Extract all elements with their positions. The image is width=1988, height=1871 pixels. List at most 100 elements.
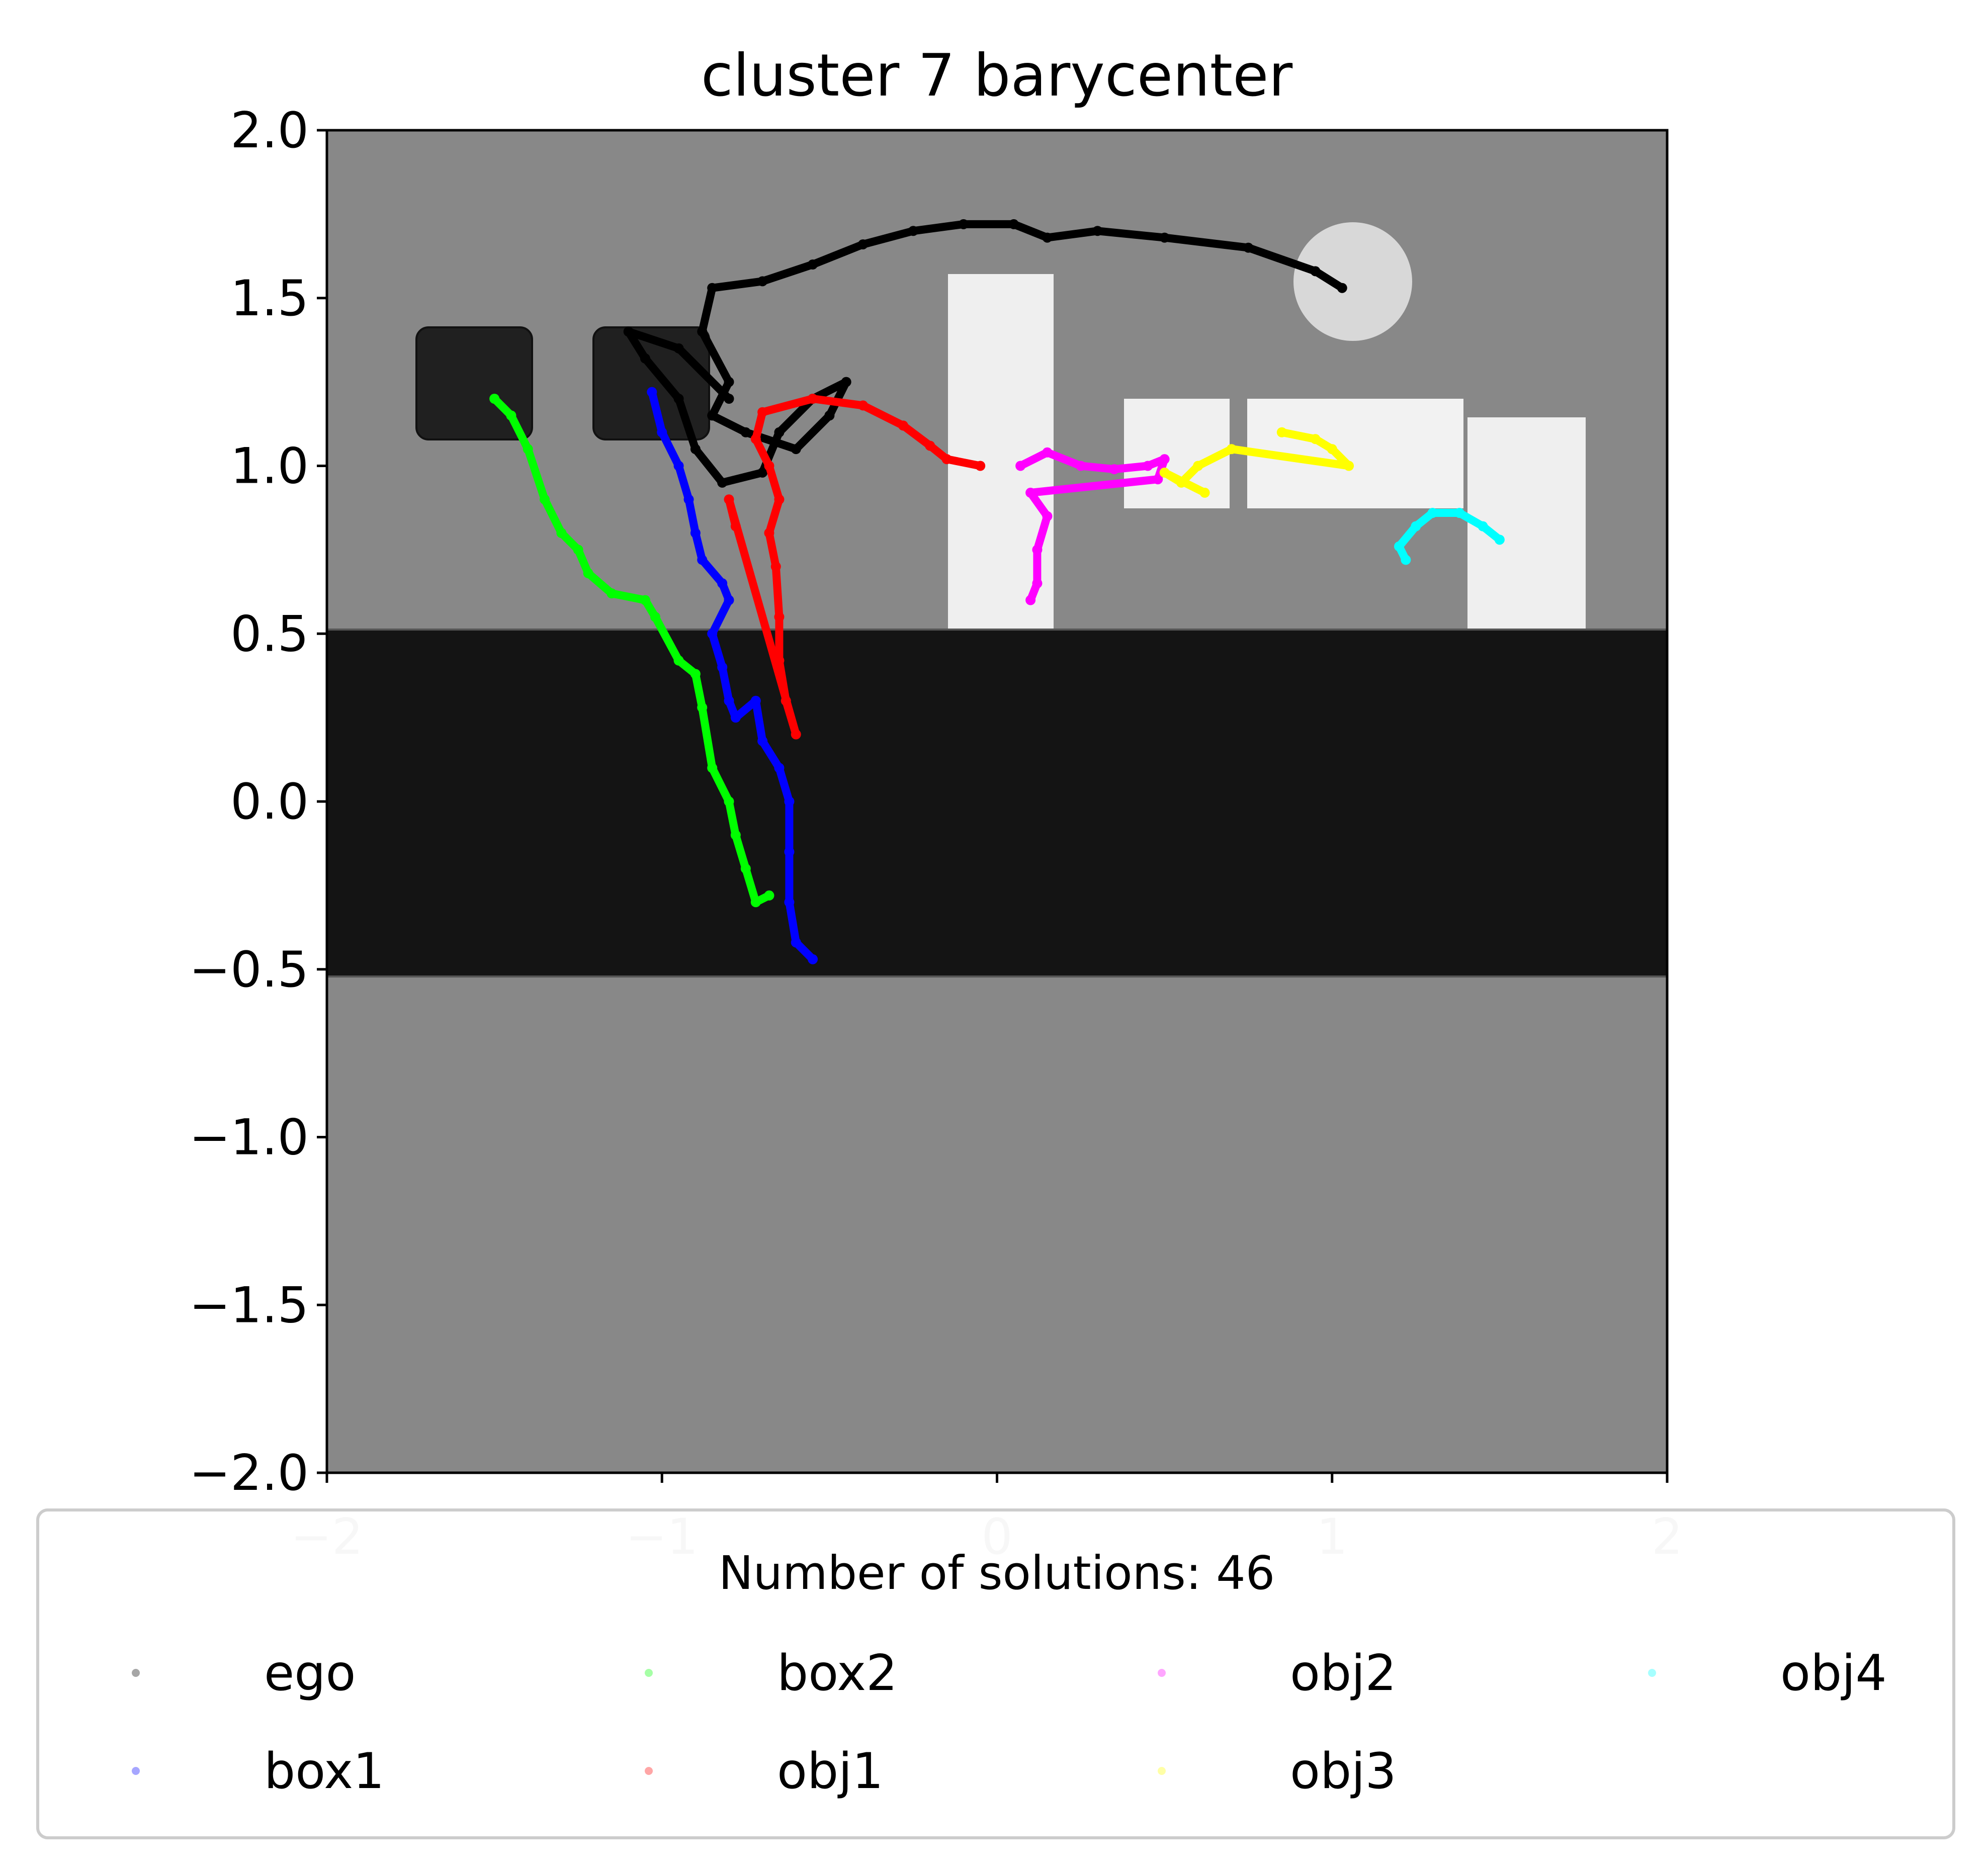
series-box2 <box>489 394 774 908</box>
data-point <box>1042 447 1053 458</box>
data-point <box>1243 242 1254 253</box>
data-point <box>781 695 791 706</box>
y-tick-label: 0.5 <box>230 605 309 663</box>
legend-entry-box1: box1 <box>132 1743 385 1800</box>
data-point <box>607 588 617 599</box>
data-point <box>841 377 851 387</box>
data-point <box>1199 487 1210 498</box>
data-point <box>1159 467 1170 478</box>
data-point <box>784 847 795 857</box>
data-point <box>858 239 868 249</box>
data-point <box>764 528 774 538</box>
data-point <box>523 444 533 455</box>
y-tick-label: 0.0 <box>230 773 309 831</box>
data-point <box>724 595 734 605</box>
data-point <box>1143 461 1153 471</box>
data-point <box>673 461 684 471</box>
data-point <box>858 400 868 411</box>
data-point <box>750 434 761 444</box>
data-point <box>690 528 701 538</box>
series-obj4 <box>1394 507 1505 565</box>
data-point <box>1337 283 1347 293</box>
y-tick-label: 1.0 <box>230 438 309 495</box>
data-point <box>583 568 593 579</box>
data-point <box>757 467 768 478</box>
data-point <box>540 494 550 505</box>
data-point <box>717 662 728 672</box>
data-point <box>690 669 701 679</box>
data-point <box>640 353 650 364</box>
legend-label: ego <box>264 1645 356 1702</box>
y-axis: 2.0 1.5 1.0 0.5 0.0 −0.5 −1.0 −1.5 −2.0 <box>189 102 327 1502</box>
legend-marker <box>132 1767 140 1775</box>
chart-title: cluster 7 barycenter <box>701 42 1293 110</box>
data-point <box>757 407 768 417</box>
data-point <box>673 343 684 353</box>
data-point <box>808 954 818 964</box>
data-point <box>707 283 718 293</box>
data-point <box>673 394 684 404</box>
data-point <box>1042 232 1053 243</box>
dark-block-middle <box>592 326 710 440</box>
data-point <box>808 259 818 270</box>
data-point <box>1025 595 1036 605</box>
legend-marker <box>132 1669 140 1677</box>
data-point <box>941 454 952 465</box>
data-point <box>650 611 660 622</box>
legend: Number of solutions: 46 ego box1 box2 obj1 o… <box>36 1508 1955 1839</box>
series-obj3 <box>1159 427 1354 498</box>
legend-marker <box>645 1669 653 1677</box>
data-point <box>770 561 781 572</box>
legend-marker <box>1158 1767 1166 1775</box>
data-point <box>808 394 818 404</box>
data-point <box>730 521 741 531</box>
y-tick-label: 1.5 <box>230 270 309 327</box>
data-point <box>750 897 761 908</box>
light-box-small <box>1124 399 1230 508</box>
legend-label: box2 <box>777 1645 898 1702</box>
data-point <box>764 461 774 471</box>
trajectory-line <box>648 388 817 963</box>
series-box1 <box>647 387 818 964</box>
legend-title: Number of solutions: 46 <box>719 1546 1275 1600</box>
data-point <box>647 387 657 397</box>
data-point <box>1159 454 1170 465</box>
dark-band <box>327 630 1667 976</box>
legend-entry-obj2: obj2 <box>1158 1645 1397 1702</box>
data-point <box>1226 444 1237 455</box>
trajectory-line <box>725 395 985 739</box>
data-point <box>556 528 567 538</box>
y-tick-label: −1.0 <box>189 1109 309 1167</box>
data-point <box>683 494 694 505</box>
data-point <box>717 477 728 488</box>
data-point <box>717 578 728 589</box>
data-point <box>1394 541 1404 552</box>
series-obj1 <box>724 394 986 740</box>
data-point <box>1032 578 1043 589</box>
legend-label: box1 <box>264 1743 385 1800</box>
legend-label: obj4 <box>1780 1645 1887 1702</box>
y-tick-label: −0.5 <box>189 941 309 999</box>
data-point <box>958 219 969 229</box>
data-point <box>707 629 718 639</box>
data-point <box>740 427 751 437</box>
data-point <box>657 427 667 437</box>
data-point <box>1032 545 1043 555</box>
data-point <box>1193 461 1203 471</box>
data-point <box>774 427 785 437</box>
light-disk <box>1293 222 1412 341</box>
data-point <box>623 326 634 337</box>
plot-area <box>327 130 1667 1473</box>
data-point <box>724 394 734 404</box>
legend-marker <box>1158 1669 1166 1677</box>
data-point <box>1494 534 1505 545</box>
data-point <box>774 655 785 666</box>
data-point <box>774 763 785 773</box>
data-point <box>757 276 768 287</box>
data-point <box>750 695 761 706</box>
data-point <box>1025 487 1036 498</box>
data-point <box>1092 226 1103 236</box>
data-point <box>724 494 734 505</box>
data-point <box>774 494 785 505</box>
legend-label: obj3 <box>1290 1743 1397 1800</box>
